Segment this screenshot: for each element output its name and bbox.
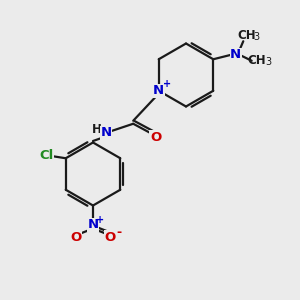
- Text: CH: CH: [237, 29, 256, 42]
- Text: O: O: [150, 131, 161, 144]
- Text: N: N: [153, 84, 164, 97]
- Text: 3: 3: [253, 32, 259, 42]
- Text: 3: 3: [265, 57, 271, 67]
- Text: O: O: [70, 231, 81, 244]
- Text: N: N: [87, 218, 99, 232]
- Text: N: N: [230, 48, 241, 61]
- Text: -: -: [116, 226, 121, 239]
- Text: +: +: [96, 214, 105, 225]
- Text: N: N: [101, 126, 112, 139]
- Text: O: O: [105, 231, 116, 244]
- Text: +: +: [163, 79, 171, 89]
- Text: Cl: Cl: [39, 149, 53, 162]
- Text: H: H: [92, 123, 102, 136]
- Text: CH: CH: [248, 54, 266, 67]
